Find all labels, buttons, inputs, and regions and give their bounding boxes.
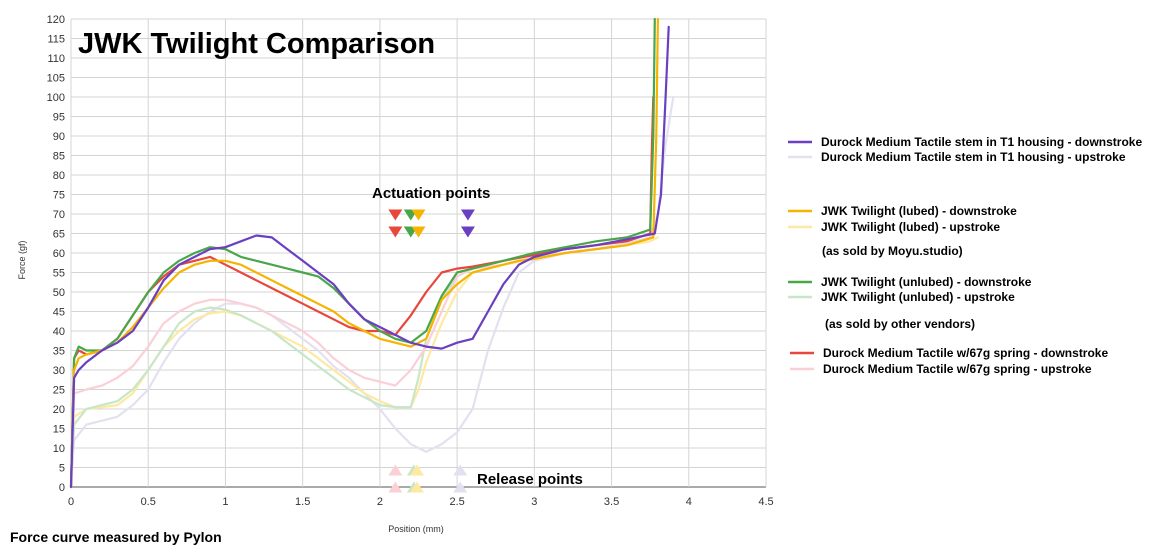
y-tick-label: 105	[47, 73, 65, 85]
y-tick-label: 25	[53, 385, 65, 397]
legend-entry: Durock Medium Tactile stem in T1 housing…	[821, 150, 1126, 164]
x-axis-tick-labels: 0 0.5 1 1.5 2 2.5 3 3.5 4 4.5	[68, 496, 774, 508]
y-tick-label: 80	[53, 170, 65, 182]
series-line	[69, 236, 660, 489]
x-tick-label: 4	[686, 496, 692, 508]
series-line	[69, 25, 670, 489]
legend-entry: Durock Medium Tactile stem in T1 housing…	[821, 135, 1142, 149]
marker-triangle	[460, 226, 475, 238]
release-points-label: Release points	[477, 471, 583, 488]
y-tick-label: 45	[53, 307, 65, 319]
legend-entry: JWK Twilight (unlubed) - downstroke	[821, 275, 1032, 289]
marker-triangle	[453, 481, 468, 493]
point-markers	[388, 209, 475, 493]
y-tick-label: 35	[53, 346, 65, 358]
y-tick-label: 75	[53, 190, 65, 202]
marker-triangle	[460, 209, 475, 221]
y-tick-label: 0	[59, 482, 65, 494]
x-tick-label: 2	[377, 496, 383, 508]
x-tick-label: 2.5	[449, 496, 464, 508]
marker-triangle	[411, 209, 426, 221]
y-tick-label: 65	[53, 229, 65, 241]
legend-note-unlubed: (as sold by other vendors)	[825, 317, 975, 331]
legend-entry: Durock Medium Tactile w/67g spring - ups…	[823, 362, 1092, 376]
y-tick-label: 40	[53, 326, 65, 338]
y-tick-label: 5	[59, 463, 65, 475]
y-tick-label: 85	[53, 151, 65, 163]
y-tick-label: 20	[53, 404, 65, 416]
y-tick-label: 15	[53, 424, 65, 436]
marker-triangle	[409, 464, 424, 476]
y-tick-label: 115	[47, 34, 65, 46]
marker-triangle	[388, 226, 403, 238]
x-axis-label: Position (mm)	[388, 524, 444, 534]
legend: Durock Medium Tactile stem in T1 housing…	[788, 135, 1142, 376]
marker-triangle	[409, 481, 424, 493]
y-tick-label: 70	[53, 209, 65, 221]
footnote: Force curve measured by Pylon	[10, 529, 222, 545]
y-tick-label: 120	[47, 14, 65, 26]
y-axis-tick-labels: 0 5 10 15 20 25 30 35 40 45 50 55 60 65 70 75 80 85 90 95 10…	[47, 14, 65, 494]
marker-triangle	[388, 464, 403, 476]
marker-triangle	[388, 481, 403, 493]
x-tick-label: 3	[531, 496, 537, 508]
series-line	[69, 236, 652, 489]
x-tick-label: 0	[68, 496, 74, 508]
legend-entry: JWK Twilight (unlubed) - upstroke	[821, 290, 1015, 304]
y-tick-label: 110	[47, 53, 65, 65]
y-tick-label: 30	[53, 365, 65, 377]
x-tick-label: 3.5	[604, 496, 619, 508]
legend-entry: JWK Twilight (lubed) - downstroke	[821, 204, 1017, 218]
legend-entry: Durock Medium Tactile w/67g spring - dow…	[823, 346, 1108, 360]
actuation-points-label: Actuation points	[372, 185, 490, 202]
legend-entry: JWK Twilight (lubed) - upstroke	[821, 220, 1000, 234]
y-axis-label: Force (gf)	[17, 240, 27, 279]
marker-triangle	[388, 209, 403, 221]
data-series	[69, 17, 675, 489]
y-tick-label: 50	[53, 287, 65, 299]
marker-triangle	[411, 226, 426, 238]
chart-title: JWK Twilight Comparison	[78, 28, 435, 60]
y-tick-label: 95	[53, 112, 65, 124]
x-tick-label: 0.5	[141, 496, 156, 508]
x-tick-label: 4.5	[758, 496, 773, 508]
grid-lines	[70, 18, 767, 488]
y-tick-label: 90	[53, 131, 65, 143]
y-tick-label: 55	[53, 268, 65, 280]
y-tick-label: 10	[53, 443, 65, 455]
series-line	[69, 17, 656, 489]
marker-triangle	[453, 464, 468, 476]
x-tick-label: 1	[222, 496, 228, 508]
series-line	[69, 232, 652, 489]
legend-note-lubed: (as sold by Moyu.studio)	[822, 244, 963, 258]
x-tick-label: 1.5	[295, 496, 310, 508]
y-tick-label: 100	[47, 92, 65, 104]
y-tick-label: 60	[53, 248, 65, 260]
